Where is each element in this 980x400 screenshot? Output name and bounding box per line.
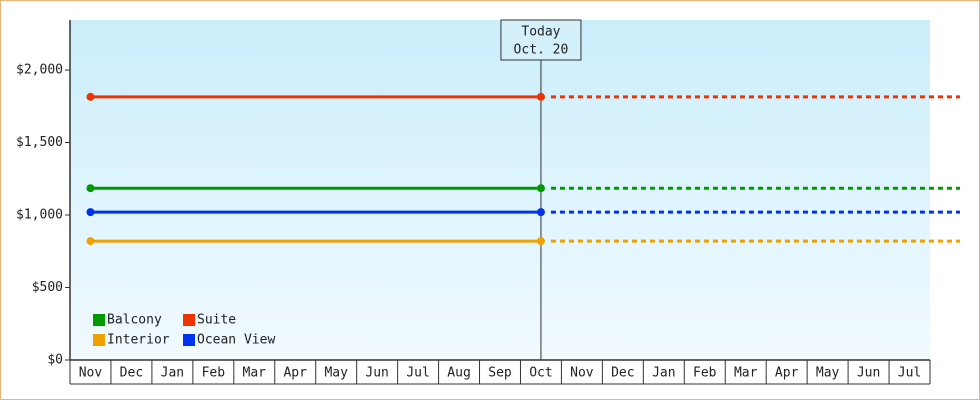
x-tick-label: Aug [447, 366, 470, 381]
legend-label: Suite [197, 313, 236, 328]
y-tick-label: $500 [32, 280, 63, 295]
point [86, 208, 95, 217]
legend-label: Balcony [107, 313, 162, 328]
point [86, 237, 95, 246]
point [536, 184, 545, 193]
legend-swatch [183, 334, 195, 346]
x-tick-label: Apr [283, 366, 307, 381]
x-tick-label: Jan [652, 366, 675, 381]
x-tick-label: Oct [529, 366, 552, 381]
x-tick-label: Mar [243, 366, 267, 381]
today-box [500, 19, 582, 61]
x-tick-label: May [324, 366, 348, 381]
legend-swatch [183, 314, 195, 326]
x-tick-label: Feb [202, 366, 226, 381]
x-tick-label: Apr [775, 366, 799, 381]
point [86, 92, 95, 101]
legend-swatch [93, 314, 105, 326]
legend-label: Interior [107, 333, 170, 348]
x-tick-label: Mar [734, 366, 758, 381]
x-tick-label: Jun [365, 366, 388, 381]
x-tick-label: Jun [857, 366, 880, 381]
annotation: Oct. 20 [514, 43, 569, 58]
y-tick-label: $2,000 [16, 63, 63, 78]
plot-area [70, 20, 930, 360]
x-tick-label: Jul [898, 366, 921, 381]
x-tick-label: May [816, 366, 840, 381]
point [536, 92, 545, 101]
x-tick-label: Feb [693, 366, 717, 381]
x-tick-label: Sep [488, 366, 512, 381]
point [536, 237, 545, 246]
legend-label: Ocean View [197, 333, 275, 348]
point [86, 184, 95, 193]
legend-swatch [93, 334, 105, 346]
y-tick-label: $1,500 [16, 135, 63, 150]
y-tick-label: $1,000 [16, 208, 63, 223]
x-tick-label: Jan [161, 366, 184, 381]
x-tick-label: Dec [611, 366, 634, 381]
x-tick-label: Nov [79, 366, 103, 381]
y-tick-label: $0 [47, 353, 63, 368]
x-tick-label: Dec [120, 366, 143, 381]
point [536, 208, 545, 217]
annotation: Today [521, 25, 560, 40]
x-tick-label: Jul [406, 366, 429, 381]
x-tick-label: Nov [570, 366, 594, 381]
